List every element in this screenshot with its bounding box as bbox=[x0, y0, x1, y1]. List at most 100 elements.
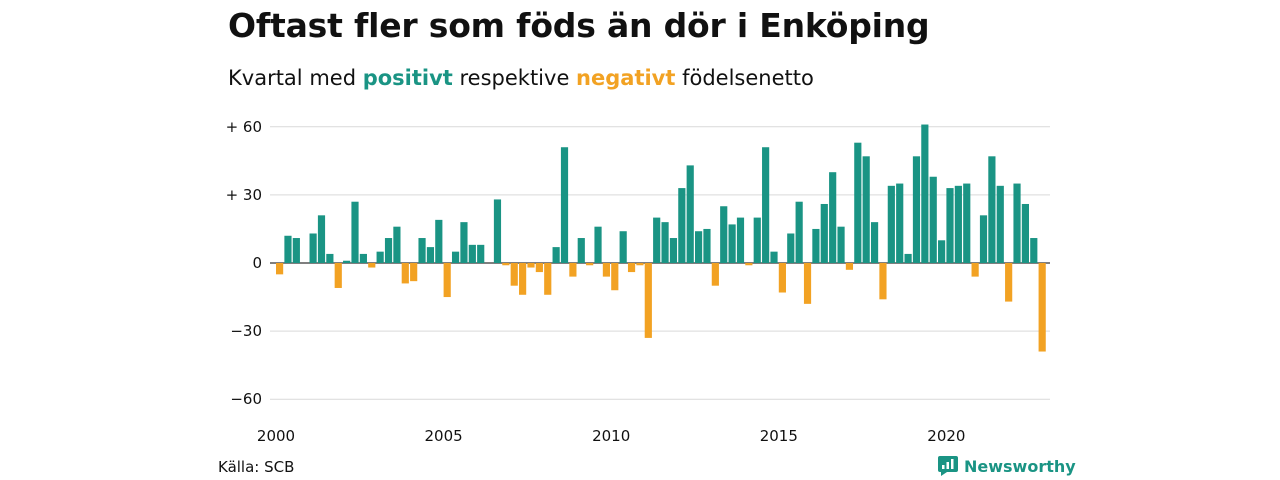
bar bbox=[896, 183, 904, 263]
y-tick-label: + 30 bbox=[226, 186, 262, 204]
bar bbox=[552, 247, 560, 263]
bar bbox=[560, 147, 569, 263]
bar bbox=[686, 165, 694, 263]
bar bbox=[979, 215, 988, 263]
chart-title: Oftast fler som föds än dör i Enköping bbox=[228, 6, 930, 45]
bar bbox=[904, 253, 912, 263]
bar bbox=[912, 156, 921, 263]
y-tick-label: + 60 bbox=[226, 118, 262, 136]
bar bbox=[619, 231, 627, 263]
subtitle-text-middle: respektive bbox=[452, 66, 577, 90]
bar bbox=[544, 263, 552, 295]
bar bbox=[586, 263, 594, 266]
newsworthy-logo: Newsworthy bbox=[938, 456, 1076, 476]
x-tick-label: 2010 bbox=[592, 427, 630, 445]
bar bbox=[820, 203, 828, 263]
bar bbox=[728, 224, 736, 263]
bar bbox=[653, 217, 661, 263]
bar bbox=[1021, 203, 1029, 263]
bar bbox=[418, 238, 426, 263]
x-tick-label: 2020 bbox=[927, 427, 965, 445]
bar bbox=[627, 263, 636, 273]
bar bbox=[317, 215, 326, 263]
subtitle-text-start: Kvartal med bbox=[228, 66, 363, 90]
y-tick-label: −60 bbox=[230, 390, 262, 408]
bar bbox=[376, 251, 384, 263]
bar bbox=[829, 172, 837, 263]
bar bbox=[812, 228, 820, 263]
bar bbox=[460, 222, 468, 263]
bar bbox=[577, 238, 585, 263]
x-tick-label: 2005 bbox=[425, 427, 463, 445]
bar bbox=[535, 263, 543, 273]
bar bbox=[410, 263, 418, 282]
bar bbox=[862, 156, 870, 263]
bar bbox=[284, 235, 292, 263]
bar bbox=[594, 226, 602, 263]
newsworthy-logo-icon bbox=[938, 456, 958, 476]
bar bbox=[292, 238, 300, 263]
bar bbox=[1005, 263, 1013, 302]
x-axis-ticks: 2000 2005 2010 2015 2020 bbox=[257, 427, 966, 445]
bar bbox=[393, 226, 401, 263]
subtitle-text-end: födelsenetto bbox=[675, 66, 814, 90]
bar bbox=[636, 263, 644, 266]
bar bbox=[401, 263, 409, 284]
bar bbox=[946, 188, 954, 263]
bars bbox=[276, 124, 1046, 352]
x-tick-label: 2000 bbox=[257, 427, 295, 445]
bar bbox=[527, 263, 535, 268]
bar bbox=[845, 263, 854, 270]
bar bbox=[762, 147, 770, 263]
bar bbox=[879, 263, 887, 300]
bar bbox=[326, 253, 334, 263]
bar bbox=[971, 263, 979, 277]
bar bbox=[795, 201, 803, 263]
y-tick-label: −30 bbox=[230, 322, 262, 340]
bar bbox=[644, 263, 652, 338]
bar bbox=[678, 188, 686, 263]
bar bbox=[954, 185, 962, 263]
x-tick-label: 2015 bbox=[760, 427, 798, 445]
bar bbox=[996, 185, 1004, 263]
bar bbox=[602, 263, 610, 277]
bar bbox=[477, 244, 485, 263]
bar bbox=[963, 183, 971, 263]
bar bbox=[384, 238, 393, 263]
bar bbox=[921, 124, 929, 263]
subtitle-positive-label: positivt bbox=[362, 66, 453, 90]
bar bbox=[309, 233, 317, 263]
bar bbox=[426, 247, 435, 263]
bar bbox=[351, 201, 359, 263]
y-axis-ticks: + 60 + 30 0 −30 −60 bbox=[226, 118, 262, 408]
chart-subtitle: Kvartal med positivt respektive negativt… bbox=[228, 66, 814, 90]
bar bbox=[493, 199, 502, 263]
bar bbox=[753, 217, 761, 263]
bar bbox=[510, 263, 518, 286]
bar bbox=[887, 185, 895, 263]
bar bbox=[988, 156, 996, 263]
bar bbox=[1030, 238, 1038, 263]
bar bbox=[661, 222, 669, 263]
brand-name: Newsworthy bbox=[964, 456, 1076, 476]
bar bbox=[770, 251, 778, 263]
bar bbox=[443, 263, 451, 298]
bar bbox=[1038, 263, 1046, 352]
bar bbox=[803, 263, 812, 304]
bar bbox=[611, 263, 619, 291]
bar bbox=[938, 240, 946, 263]
bar bbox=[343, 260, 351, 263]
bar bbox=[359, 253, 367, 263]
subtitle-negative-label: negativt bbox=[576, 66, 676, 90]
bar bbox=[519, 263, 527, 295]
bar bbox=[569, 263, 577, 277]
source-note: Källa: SCB bbox=[218, 458, 295, 476]
bar bbox=[276, 263, 284, 275]
bar bbox=[854, 142, 862, 263]
bar bbox=[711, 263, 719, 286]
bar bbox=[669, 238, 678, 263]
bar bbox=[736, 217, 745, 263]
y-tick-label: 0 bbox=[252, 254, 262, 272]
bar bbox=[787, 233, 795, 263]
